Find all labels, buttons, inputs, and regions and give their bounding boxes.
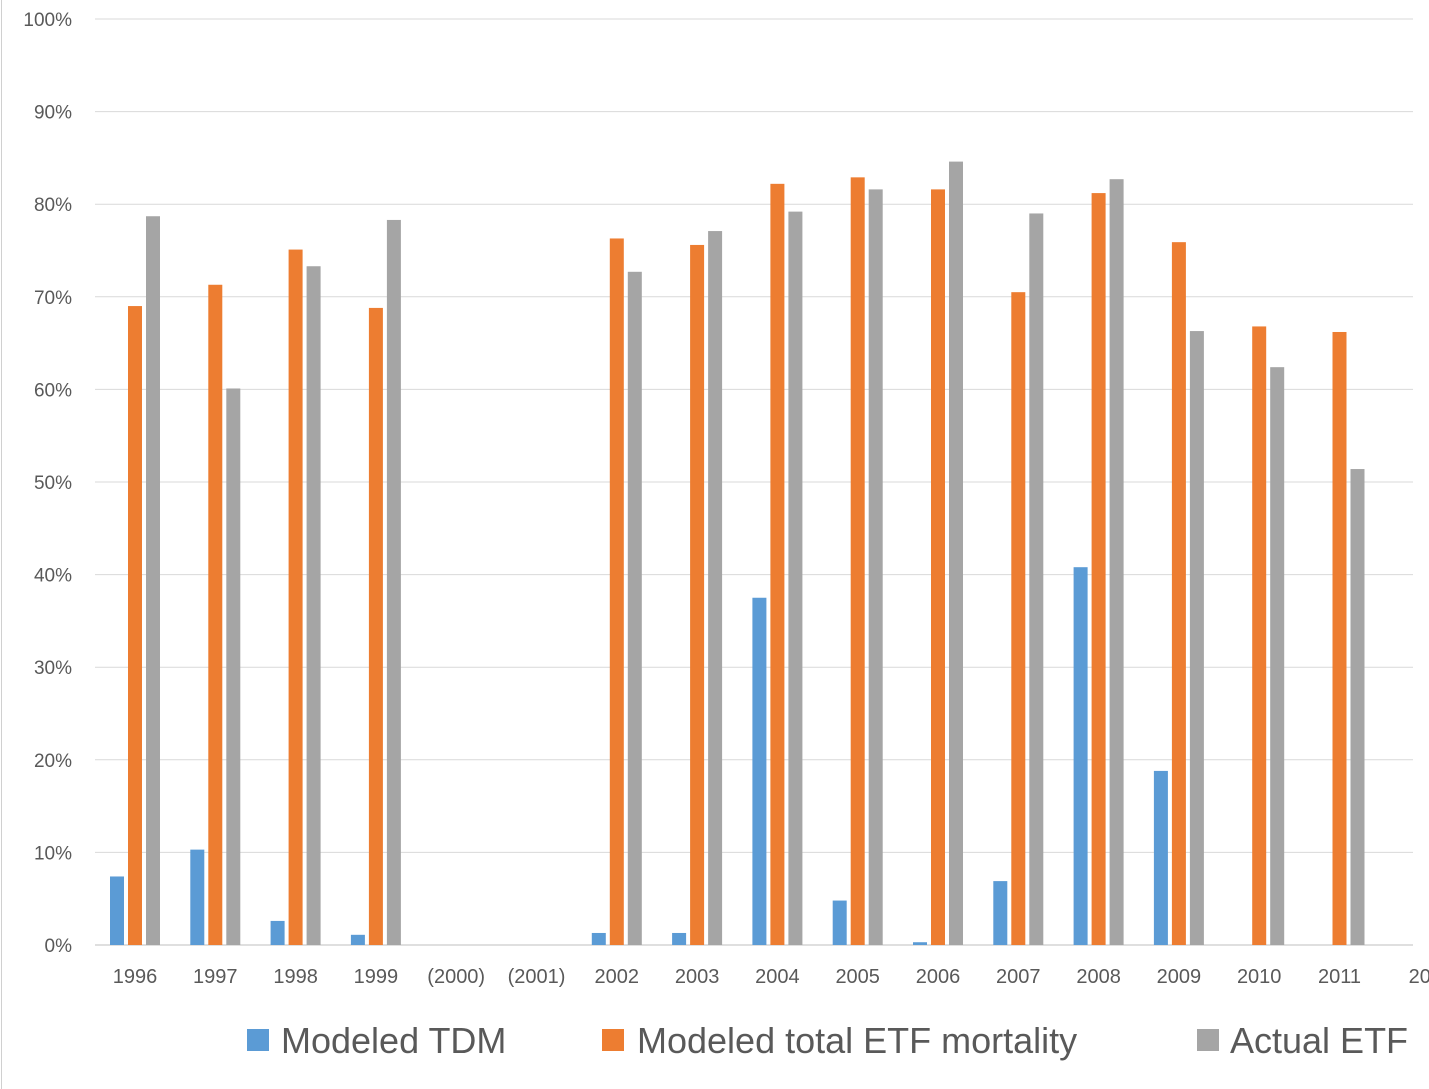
bar-modeled-total-etf-mortality-1999 (368, 307, 383, 945)
bar-actual-etf-1999 (386, 219, 401, 945)
x-tick-label: (2000) (427, 966, 485, 988)
bar-modeled-tdm-1999 (350, 934, 365, 945)
y-tick-label: 30% (34, 658, 72, 679)
bar-modeled-tdm-2004 (752, 597, 767, 945)
legend-swatch-actual-etf (1197, 1029, 1219, 1051)
bar-actual-etf-2007 (1029, 213, 1044, 945)
y-tick-label: 40% (34, 566, 72, 587)
legend-swatch-modeled-total-etf-mortality (602, 1029, 624, 1051)
x-tick-label: 20 (1409, 966, 1429, 988)
y-tick-label: 50% (34, 473, 72, 494)
bar-actual-etf-2010 (1270, 367, 1285, 945)
bar-modeled-tdm-2006 (913, 942, 927, 945)
bar-modeled-total-etf-mortality-2003 (690, 244, 705, 946)
bar-modeled-total-etf-mortality-2004 (770, 183, 785, 945)
legend-label-actual-etf: Actual ETF (1230, 1020, 1408, 1061)
x-tick-label: 2009 (1157, 966, 1202, 988)
y-tick-label: 80% (34, 195, 72, 216)
x-tick-label: 2008 (1076, 966, 1121, 988)
bar-modeled-total-etf-mortality-2011 (1332, 331, 1347, 945)
x-tick-label: 1999 (354, 966, 399, 988)
bar-modeled-total-etf-mortality-2008 (1091, 193, 1106, 945)
x-tick-label: 2007 (996, 966, 1041, 988)
y-tick-label: 90% (34, 103, 72, 124)
x-tick-label: 2002 (595, 966, 640, 988)
y-tick-label: 70% (34, 288, 72, 309)
y-tick-label: 100% (23, 10, 72, 31)
x-tick-label: 1998 (273, 966, 318, 988)
x-tick-label: 2005 (835, 966, 880, 988)
y-tick-label: 0% (45, 936, 73, 957)
legend: Modeled TDM Modeled total ETF mortality Ac… (247, 1020, 1408, 1061)
x-axis-tick-labels: 1996 1997 1998 1999 (2000) (2001) 2002 2003 2004… (113, 966, 1429, 988)
bar-modeled-tdm-2003 (672, 932, 687, 945)
bar-actual-etf-2006 (949, 161, 963, 945)
bar-modeled-tdm-1997 (190, 849, 205, 945)
bar-actual-etf-1997 (226, 388, 241, 945)
x-tick-label: (2001) (508, 966, 566, 988)
bar-modeled-total-etf-mortality-1997 (208, 284, 223, 946)
y-tick-label: 10% (34, 843, 72, 864)
bar-modeled-total-etf-mortality-2006 (931, 189, 945, 945)
bar-actual-etf-1996 (146, 216, 160, 945)
bar-modeled-tdm-2002 (591, 932, 606, 945)
bar-modeled-total-etf-mortality-2007 (1011, 292, 1026, 945)
y-tick-label: 60% (34, 380, 72, 401)
legend-label-modeled-tdm: Modeled TDM (281, 1020, 506, 1061)
bar-modeled-tdm-2009 (1153, 770, 1168, 945)
bar-actual-etf-2009 (1189, 331, 1204, 945)
bar-actual-etf-2011 (1350, 469, 1365, 945)
bar-actual-etf-2008 (1109, 179, 1124, 945)
bar-actual-etf-1998 (306, 266, 321, 945)
bar-modeled-tdm-1998 (270, 920, 285, 945)
legend-swatch-modeled-tdm (247, 1029, 269, 1051)
legend-label-modeled-total-etf-mortality: Modeled total ETF mortality (637, 1020, 1077, 1061)
bar-actual-etf-2002 (627, 271, 642, 946)
bar-modeled-tdm-2008 (1073, 567, 1088, 945)
bar-modeled-tdm-2007 (993, 881, 1008, 945)
x-tick-label: 2004 (755, 966, 800, 988)
x-tick-label: 1996 (113, 966, 158, 988)
bar-modeled-tdm-1996 (110, 876, 124, 945)
x-tick-label: 2003 (675, 966, 720, 988)
bar-modeled-total-etf-mortality-2002 (609, 238, 624, 945)
y-tick-label: 20% (34, 751, 72, 772)
bar-modeled-total-etf-mortality-1998 (288, 249, 303, 946)
bar-modeled-tdm-2005 (832, 900, 847, 945)
bar-modeled-total-etf-mortality-2010 (1252, 326, 1267, 945)
x-tick-label: 2010 (1237, 966, 1282, 988)
x-tick-label: 2011 (1318, 966, 1361, 988)
bar-modeled-total-etf-mortality-1996 (128, 306, 142, 945)
bar-actual-etf-2003 (708, 231, 723, 945)
bar-actual-etf-2005 (868, 189, 883, 945)
x-tick-label: 1997 (193, 966, 238, 988)
bar-actual-etf-2004 (788, 211, 803, 945)
y-axis-tick-labels: 0% 10% 20% 30% 40% 50% 60% 70% 80% 90% 100% (23, 10, 72, 957)
bar-modeled-total-etf-mortality-2005 (850, 177, 865, 945)
bars (110, 161, 1365, 946)
bar-modeled-total-etf-mortality-2009 (1171, 242, 1186, 945)
x-tick-label: 2006 (916, 966, 961, 988)
